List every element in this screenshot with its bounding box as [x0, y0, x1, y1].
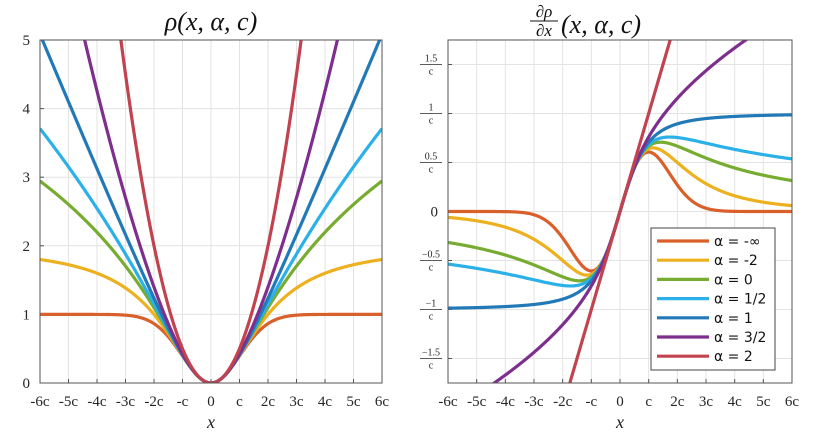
legend-label: α = 1/2: [714, 292, 766, 308]
legend-label: α = 2: [714, 349, 753, 365]
x-tick-label: -6c: [30, 394, 49, 410]
x-tick-label: 3c: [289, 394, 304, 410]
title-arguments: (x, α, c): [561, 10, 641, 39]
series-line-6: [568, 40, 672, 383]
x-tick-label: -4c: [87, 394, 106, 410]
y-tick-label: −1 c: [420, 299, 442, 323]
y-tick-denominator: c: [429, 312, 434, 323]
left-curves: [40, 40, 382, 383]
legend-item: α = 0: [657, 272, 753, 288]
y-tick-numerator: −1.5: [422, 348, 440, 359]
y-tick-numerator: −0.5: [422, 250, 440, 261]
left-chart: -6c -5c -4c -3c -2c -c 0 c 2c 3c 4c 5c 6c 0 1 2 3 4 5: [23, 33, 390, 410]
y-tick-numerator: 1: [429, 103, 434, 114]
y-tick-label: 4: [23, 102, 31, 118]
title-denominator: ∂x: [536, 21, 552, 40]
right-curves: [448, 40, 792, 383]
y-tick-label: −0.5 c: [420, 250, 442, 274]
series-line-0: [40, 312, 382, 383]
x-tick-label: -6c: [438, 394, 457, 410]
x-tick-label: c: [645, 394, 652, 410]
x-tick-label: 4c: [318, 394, 333, 410]
x-tick-label: -3c: [116, 394, 135, 410]
y-tick-label: 0: [23, 376, 31, 392]
legend-item: α = 2: [657, 349, 753, 365]
x-tick-label: 3c: [699, 394, 714, 410]
legend-label: α = 1: [714, 311, 753, 327]
y-tick-label: −1.5 c: [420, 348, 442, 372]
right-chart-title: ∂ρ ∂x (x, α, c): [530, 2, 641, 40]
y-tick-label: 1: [23, 307, 31, 323]
y-tick-label: 0: [431, 205, 439, 221]
y-tick-denominator: c: [429, 361, 434, 372]
x-tick-label: 6c: [785, 394, 800, 410]
y-tick-label: 1c: [420, 103, 442, 127]
legend-label: α = 3/2: [714, 330, 766, 346]
y-tick-label: 1.5 c: [420, 54, 442, 78]
axes-box: [447, 39, 793, 384]
x-tick-label: 5c: [756, 394, 771, 410]
x-tick-label: 6c: [375, 394, 390, 410]
x-tick-label: c: [236, 394, 243, 410]
series-line-2: [40, 179, 382, 383]
legend: α = -∞ α = -2 α = 0 α = 1/2 α = 1 α = 3/2 α = …: [650, 227, 776, 371]
series-line-5: [82, 40, 340, 383]
x-tick-label: -3c: [524, 394, 543, 410]
legend-item: α = 3/2: [657, 330, 766, 346]
x-tick-label: 2c: [670, 394, 685, 410]
legend-label: α = -2: [714, 253, 758, 269]
legend-item: α = -∞: [657, 234, 761, 250]
x-tick-label: -5c: [59, 394, 78, 410]
series-line-3: [40, 127, 382, 383]
right-x-axis-label: x: [615, 412, 624, 432]
legend-item: α = 1: [657, 311, 753, 327]
y-tick-label: 5: [23, 33, 31, 49]
legend-item: α = -2: [657, 253, 758, 269]
y-tick-label: 0.5 c: [420, 152, 442, 176]
y-tick-denominator: c: [429, 165, 434, 176]
x-tick-label: 4c: [728, 394, 743, 410]
x-tick-label: 5c: [346, 394, 361, 410]
x-tick-label: 0: [207, 394, 215, 410]
y-tick-numerator: 0.5: [425, 152, 438, 163]
legend-label: α = -∞: [714, 234, 761, 250]
x-tick-label: -c: [586, 394, 598, 410]
left-chart-title: ρ(x, α, c): [164, 7, 258, 36]
series-line-4: [40, 40, 382, 383]
right-chart: -6c -5c -4c -3c -2c -c 0 c 2c 3c 4c 5c 6c1.5c1c0.5c0…: [420, 39, 800, 410]
x-tick-label: -5c: [467, 394, 486, 410]
x-tick-label: 0: [616, 394, 624, 410]
x-tick-label: -c: [177, 394, 189, 410]
legend-item: α = 1/2: [657, 292, 766, 308]
left-x-axis-label: x: [206, 412, 215, 432]
x-tick-label: -2c: [553, 394, 572, 410]
y-tick-numerator: −1: [426, 299, 437, 310]
x-tick-label: 2c: [261, 394, 276, 410]
y-tick-denominator: c: [429, 116, 434, 127]
y-tick-numerator: 1.5: [425, 54, 438, 65]
title-numerator: ∂ρ: [536, 2, 553, 21]
axes-box: [39, 39, 383, 384]
series-line-1: [40, 257, 382, 383]
y-tick-denominator: c: [429, 263, 434, 274]
x-tick-label: -2c: [144, 394, 163, 410]
x-tick-label: -4c: [496, 394, 515, 410]
y-tick-denominator: c: [429, 67, 434, 78]
legend-label: α = 0: [714, 272, 753, 288]
y-tick-label: 3: [23, 170, 31, 186]
y-tick-label: 2: [23, 239, 31, 255]
